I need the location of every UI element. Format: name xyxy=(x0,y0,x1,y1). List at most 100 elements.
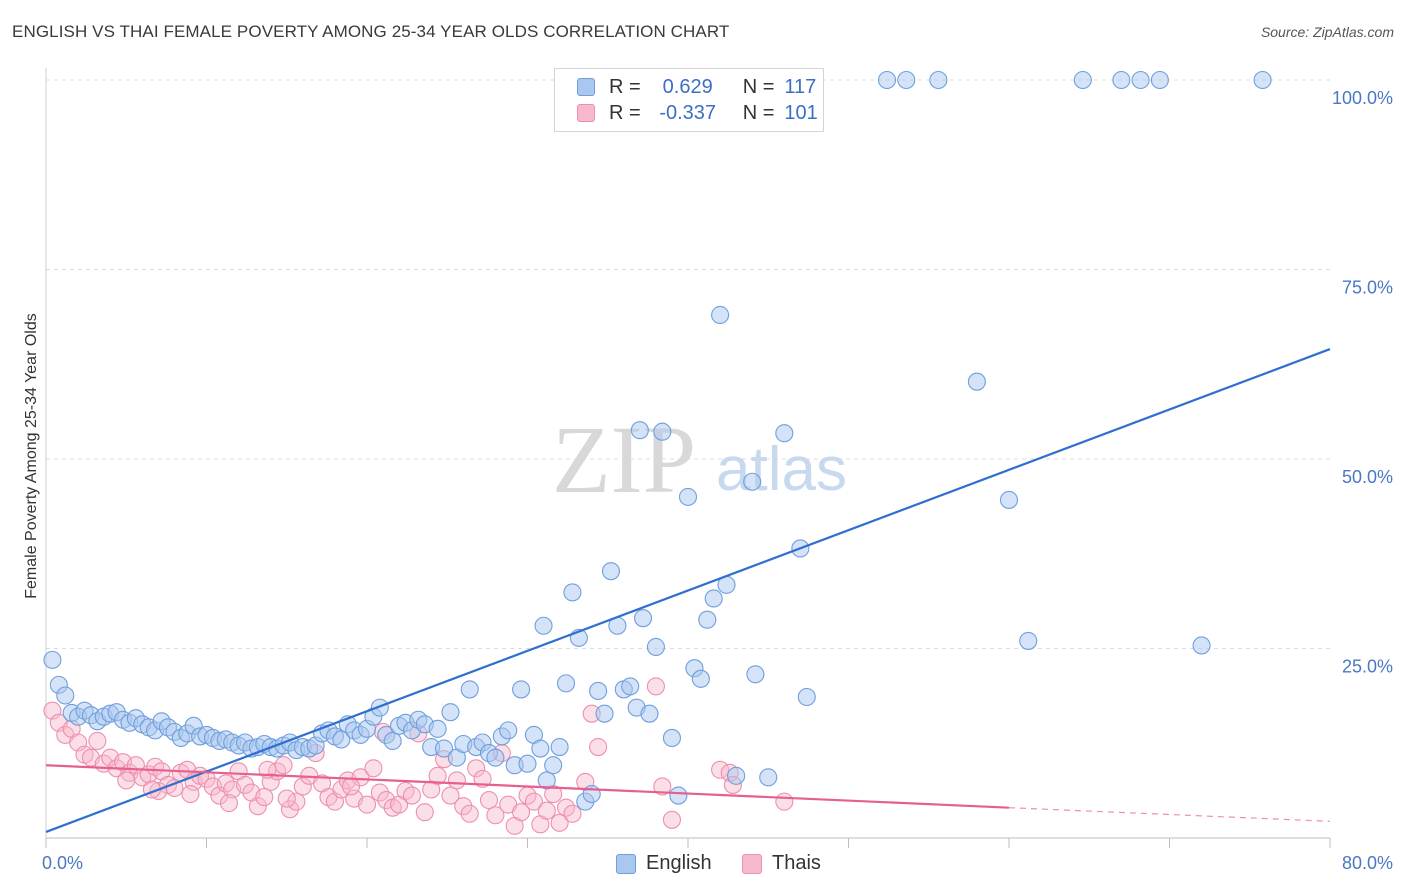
english-point xyxy=(556,674,576,693)
y-tick-label-25: 25.0% xyxy=(1342,657,1393,677)
thai-point xyxy=(357,795,377,814)
english-point xyxy=(601,562,621,581)
thai-point xyxy=(149,781,168,801)
thai-point xyxy=(537,801,556,820)
legend-thais[interactable]: Thais xyxy=(742,852,821,875)
english-point xyxy=(537,771,556,790)
x-axis-ticks xyxy=(45,838,1331,848)
english-point xyxy=(630,421,649,440)
english-point xyxy=(383,731,402,751)
thai-trend-line xyxy=(45,764,1010,809)
english-point xyxy=(589,681,608,700)
english-point xyxy=(550,737,569,757)
thai-point xyxy=(277,789,296,808)
english-point xyxy=(691,669,710,688)
english-point xyxy=(499,721,518,740)
trend-lines xyxy=(45,348,1331,833)
english-point xyxy=(332,730,351,749)
legend-english-label: English xyxy=(646,852,712,874)
english-point xyxy=(43,650,62,669)
english-point xyxy=(999,490,1019,509)
y-tick-labels: 25.0% 50.0% 75.0% 100.0% xyxy=(1332,88,1393,677)
english-point xyxy=(743,472,762,491)
watermark: ZIP atlas xyxy=(552,406,847,513)
thai-r-value: -0.337 xyxy=(659,101,717,124)
watermark-zip: ZIP xyxy=(552,406,696,513)
english-point xyxy=(595,704,614,723)
english-point xyxy=(460,680,479,699)
english-point xyxy=(1019,631,1038,650)
thai-point xyxy=(589,737,608,757)
english-point xyxy=(678,487,698,506)
thai-point xyxy=(662,810,682,829)
thai-point xyxy=(332,780,351,799)
thai-point xyxy=(550,813,569,832)
english-point xyxy=(428,719,447,738)
english-point xyxy=(698,610,717,629)
english-point xyxy=(634,609,653,628)
thai-point xyxy=(563,804,582,823)
thai-n-value: 101 xyxy=(784,101,818,124)
english-point xyxy=(797,687,816,707)
legend-thais-label: Thais xyxy=(772,852,821,874)
thai-swatch xyxy=(577,104,595,122)
english-point xyxy=(640,704,659,723)
legend-english[interactable]: English xyxy=(616,852,712,875)
english-point xyxy=(512,680,531,699)
english-point xyxy=(775,424,794,443)
english-points xyxy=(43,70,1272,811)
english-point xyxy=(727,766,746,785)
legend-row-thai: R = -0.337 N = 101 xyxy=(577,99,818,127)
x-tick-label-80: 80.0% xyxy=(1342,853,1393,873)
thai-r-label: R = xyxy=(609,101,641,124)
english-point xyxy=(1073,70,1092,90)
english-point xyxy=(929,70,948,90)
thai-point xyxy=(351,768,370,787)
english-point xyxy=(897,70,916,90)
english-point xyxy=(518,754,537,773)
legend-thais-swatch xyxy=(742,853,762,874)
english-point xyxy=(653,422,672,441)
x-tick-labels: 0.0% 80.0% xyxy=(42,853,1393,873)
thai-point xyxy=(248,797,267,816)
thai-point xyxy=(447,771,466,790)
english-swatch xyxy=(577,78,595,96)
english-point xyxy=(759,768,778,787)
english-point xyxy=(544,756,563,775)
thai-point xyxy=(370,783,389,802)
thai-point xyxy=(235,775,255,794)
thai-point xyxy=(280,800,300,819)
thai-point xyxy=(181,784,200,804)
english-point xyxy=(1192,636,1211,655)
y-tick-label-100: 100.0% xyxy=(1332,88,1393,108)
thai-point xyxy=(341,777,361,796)
english-point xyxy=(746,665,765,684)
thai-point xyxy=(219,794,239,813)
thai-point xyxy=(255,788,274,807)
thai-point xyxy=(293,777,312,796)
english-point xyxy=(486,748,505,767)
english-point xyxy=(531,739,550,758)
legend-english-swatch xyxy=(616,853,636,874)
english-r-label: R = xyxy=(609,75,641,98)
thai-point xyxy=(287,792,306,811)
english-trend-line xyxy=(45,348,1331,833)
thai-n-label: N = xyxy=(742,101,775,124)
english-point xyxy=(967,372,986,391)
english-point xyxy=(1150,70,1169,90)
source-credit: Source: ZipAtlas.com xyxy=(1260,24,1394,40)
thai-point xyxy=(261,772,280,791)
english-n-value: 117 xyxy=(784,75,817,98)
english-point xyxy=(621,677,640,696)
thai-point xyxy=(402,786,421,805)
thai-trend-line-extrapolated xyxy=(1008,807,1331,822)
thai-point xyxy=(364,759,383,778)
thai-points xyxy=(43,677,794,835)
thai-point xyxy=(396,781,415,801)
english-point xyxy=(534,616,553,635)
english-point xyxy=(711,305,730,325)
english-point xyxy=(646,637,665,657)
english-point xyxy=(1253,70,1272,90)
y-tick-label-75: 75.0% xyxy=(1342,278,1393,298)
